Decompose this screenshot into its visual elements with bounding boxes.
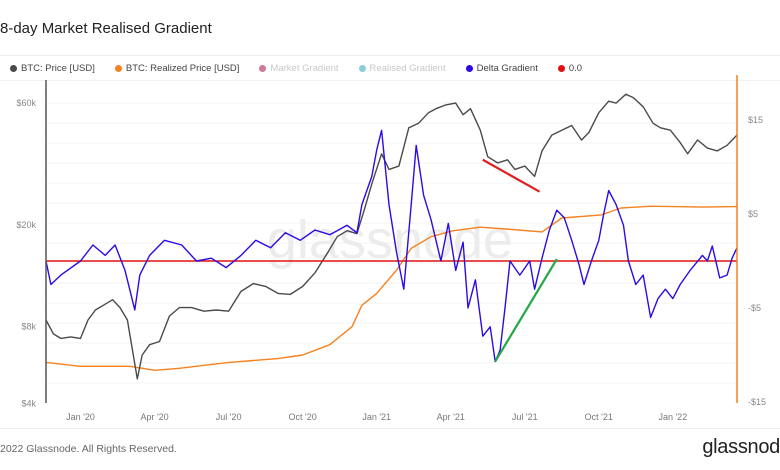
y-right-tick-label: $15: [748, 115, 763, 125]
y-left-tick-label: $20k: [16, 220, 36, 230]
chart-title: 8-day Market Realised Gradient: [0, 20, 212, 37]
y-right-tick-label: $5: [748, 209, 758, 219]
series-line-btc-price-usd: [45, 93, 738, 380]
legend-divider: [0, 80, 780, 81]
legend-dot-icon: [557, 65, 565, 72]
x-tick-label: Jul '21: [512, 412, 538, 422]
legend-dot-icon: [358, 65, 366, 72]
y-right-tick-label: -$5: [748, 303, 761, 313]
legend-label: BTC: Realized Price [USD]: [125, 63, 240, 74]
legend-label: Delta Gradient: [476, 63, 538, 74]
trendline-annotation: [482, 158, 541, 193]
legend-item[interactable]: BTC: Price [USD]: [10, 63, 95, 74]
brand-logo[interactable]: glassnod: [702, 436, 780, 458]
legend-item[interactable]: 0.0: [557, 63, 583, 74]
legend-label: Realised Gradient: [369, 63, 446, 74]
legend-item[interactable]: Market Gradient: [259, 63, 339, 74]
x-tick-label: Apr '21: [437, 412, 465, 422]
x-tick-label: Jul '20: [216, 412, 242, 422]
legend-item[interactable]: Delta Gradient: [465, 63, 538, 74]
x-tick-label: Oct '20: [289, 412, 317, 422]
x-tick-label: Jan '21: [362, 412, 391, 422]
x-tick-label: Apr '20: [140, 412, 168, 422]
legend: BTC: Price [USD] BTC: Realized Price [USD…: [10, 63, 602, 74]
y-left-tick-label: $8k: [21, 322, 36, 332]
legend-label: Market Gradient: [270, 63, 339, 74]
legend-item[interactable]: BTC: Realized Price [USD]: [114, 63, 240, 74]
legend-item[interactable]: Realised Gradient: [358, 63, 446, 74]
copyright: 2022 Glassnode. All Rights Reserved.: [0, 443, 177, 455]
x-tick-label: Jan '20: [66, 412, 95, 422]
legend-label: 0.0: [568, 63, 583, 74]
watermark-logo: glassnode: [267, 210, 513, 270]
series-line-btc-realized-price-usd: [45, 205, 738, 371]
trendline-annotation: [494, 258, 558, 363]
y-right-tick-label: -$15: [748, 397, 766, 407]
legend-dot-icon: [465, 65, 473, 72]
legend-dot-icon: [10, 65, 17, 72]
y-left-tick-label: $4k: [21, 399, 36, 409]
x-tick-label: Oct '21: [585, 412, 613, 422]
y-left-tick-label: $60k: [16, 98, 36, 108]
legend-dot-icon: [114, 65, 122, 72]
legend-label: BTC: Price [USD]: [21, 63, 95, 74]
x-tick-label: Jan '22: [658, 412, 687, 422]
series-line-delta-gradient: [45, 129, 738, 363]
legend-dot-icon: [259, 65, 267, 72]
header-divider: [0, 55, 780, 56]
footer-divider: [0, 428, 780, 429]
